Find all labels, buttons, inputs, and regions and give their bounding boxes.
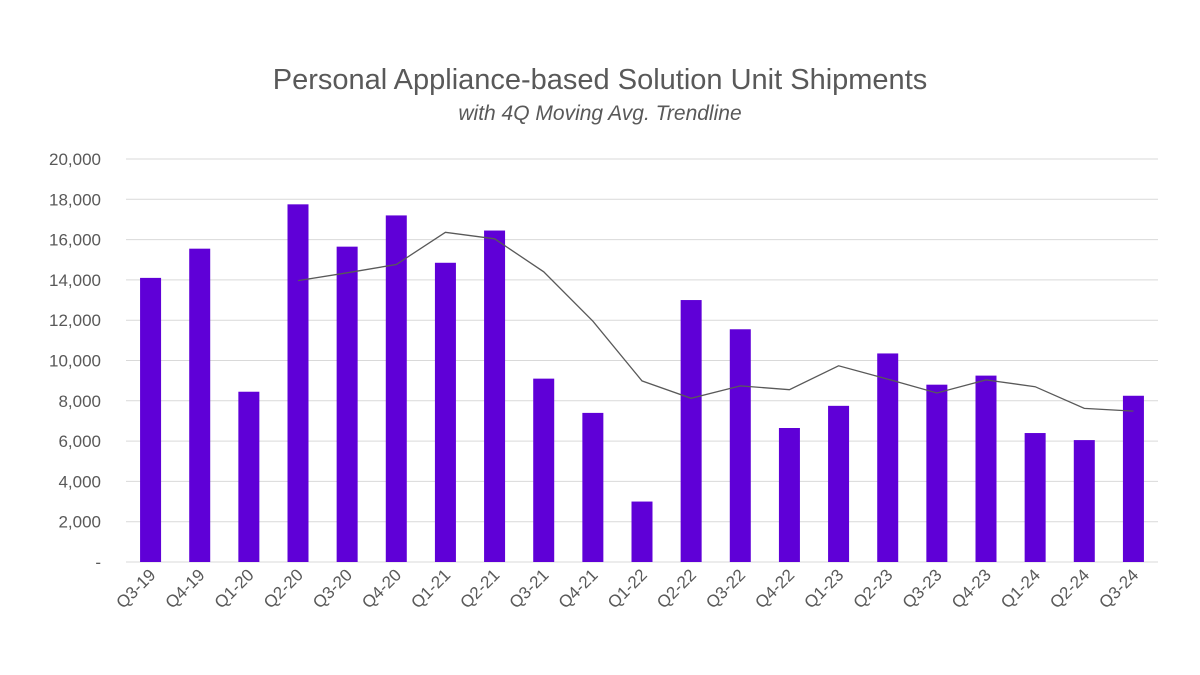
y-tick-label: 2,000: [58, 513, 101, 532]
x-tick-label: Q3-24: [1095, 565, 1142, 612]
y-tick-label: -: [95, 553, 101, 572]
x-tick-label: Q1-21: [407, 565, 454, 612]
y-tick-label: 20,000: [49, 150, 101, 169]
x-tick-label: Q1-20: [211, 565, 258, 612]
bar: [729, 329, 751, 562]
y-tick-label: 6,000: [58, 432, 101, 451]
x-tick-label: Q1-22: [604, 565, 651, 612]
bar: [533, 378, 555, 562]
bar: [336, 246, 358, 562]
bar: [189, 248, 211, 563]
x-tick-label: Q2-23: [850, 565, 897, 612]
bar: [778, 428, 800, 562]
bar: [926, 384, 948, 562]
x-tick-label: Q1-23: [801, 565, 848, 612]
bar: [484, 230, 506, 562]
x-tick-label: Q3-23: [899, 565, 946, 612]
bar: [238, 391, 260, 562]
x-tick-label: Q3-22: [702, 565, 749, 612]
bar: [1122, 395, 1144, 562]
x-tick-label: Q3-20: [309, 565, 356, 612]
y-tick-label: 16,000: [49, 231, 101, 250]
x-tick-label: Q3-21: [506, 565, 553, 612]
bar: [582, 412, 604, 562]
x-tick-label: Q2-24: [1046, 565, 1093, 612]
x-tick-label: Q3-19: [113, 565, 160, 612]
bar: [877, 353, 899, 562]
bar: [1073, 440, 1095, 562]
chart-title: Personal Appliance-based Solution Unit S…: [272, 64, 928, 96]
bar: [140, 277, 162, 562]
bar: [1024, 433, 1046, 562]
bar: [287, 204, 309, 562]
y-tick-label: 18,000: [49, 190, 101, 209]
bar: [434, 262, 456, 562]
y-tick-label: 10,000: [49, 352, 101, 371]
x-tick-label: Q1-24: [997, 565, 1044, 612]
chart-subtitle: with 4Q Moving Avg. Trendline: [458, 102, 742, 125]
x-tick-label: Q4-23: [948, 565, 995, 612]
x-tick-label: Q2-22: [653, 565, 700, 612]
x-tick-label: Q2-21: [457, 565, 504, 612]
x-tick-label: Q4-22: [751, 565, 798, 612]
bar: [680, 300, 702, 562]
bar: [631, 501, 653, 562]
y-tick-label: 14,000: [49, 271, 101, 290]
bar: [975, 375, 997, 562]
x-tick-label: Q4-20: [358, 565, 405, 612]
y-tick-label: 4,000: [58, 472, 101, 491]
x-tick-label: Q4-21: [555, 565, 602, 612]
x-tick-label: Q2-20: [260, 565, 307, 612]
x-tick-label: Q4-19: [162, 565, 209, 612]
y-tick-label: 12,000: [49, 311, 101, 330]
moving-average-line: [297, 231, 1134, 412]
bar: [828, 405, 850, 562]
bar: [385, 215, 407, 563]
y-tick-label: 8,000: [58, 392, 101, 411]
